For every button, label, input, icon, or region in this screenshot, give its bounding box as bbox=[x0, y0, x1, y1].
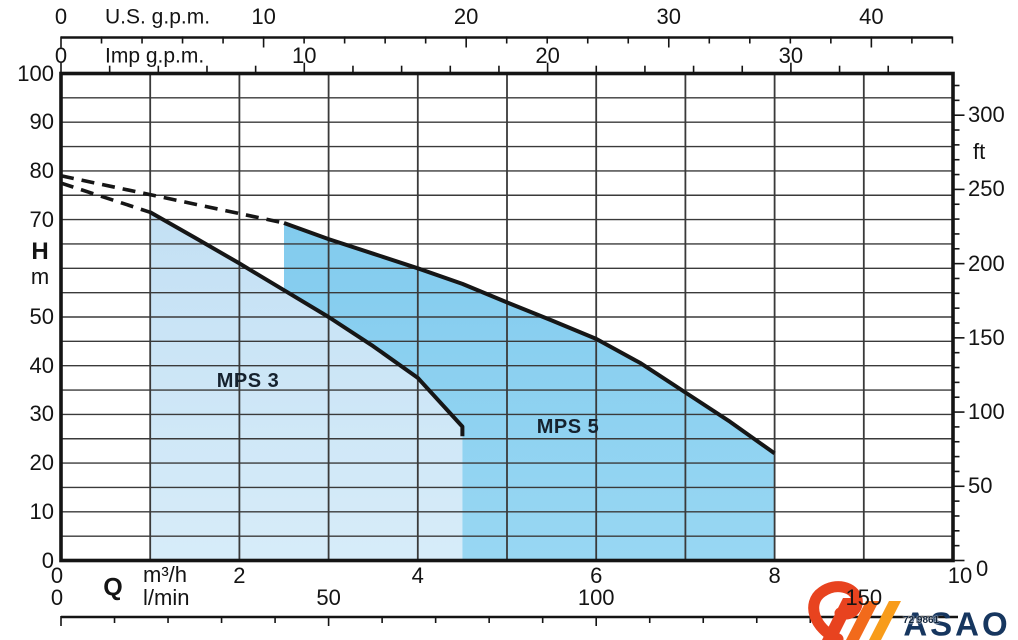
plot-border bbox=[59, 71, 955, 563]
head-ft-tick-label: 250 bbox=[968, 176, 1005, 202]
region-label-mps5: MPS 5 bbox=[536, 416, 600, 438]
us-gpm-axis-title: U.S. g.p.m. bbox=[105, 5, 211, 29]
us-gpm-tick-label: 40 bbox=[859, 4, 884, 29]
flow-axis-symbol: Q bbox=[103, 573, 123, 602]
mps5-region bbox=[284, 223, 775, 561]
imp-gpm-tick-label: 0 bbox=[54, 43, 68, 68]
head-axis-unit-m: m bbox=[30, 264, 50, 289]
us-gpm-ruler bbox=[60, 36, 954, 48]
head-ft-tick-label: 150 bbox=[968, 324, 1005, 350]
mps3-region bbox=[150, 212, 463, 561]
head-m-tick-label: 30 bbox=[29, 401, 54, 427]
flow-lmin-tick-label: 100 bbox=[577, 585, 615, 610]
flow-m3h-tick-label: 6 bbox=[590, 563, 603, 588]
head-ft-tick-label: 0 bbox=[976, 556, 989, 581]
logo-swoosh-icon bbox=[808, 581, 901, 640]
imp-gpm-tick-label: 20 bbox=[535, 43, 560, 68]
flow-axis-unit-lmin: l/min bbox=[143, 585, 190, 610]
curve-solid-mps3 bbox=[149, 210, 465, 437]
head-ft-tick-label: 50 bbox=[968, 473, 993, 499]
head-ft-tick-label: 300 bbox=[968, 102, 1005, 128]
us-gpm-tick-label: 0 bbox=[54, 4, 68, 29]
ft-ruler bbox=[952, 84, 965, 562]
flow-m3h-tick-label: 8 bbox=[768, 563, 781, 588]
head-m-tick-label: 80 bbox=[29, 157, 54, 183]
imp-gpm-axis-title: Imp g.p.m. bbox=[105, 44, 205, 68]
flow-axis-unit-m3h: m³/h bbox=[143, 562, 187, 587]
head-m-tick-label: 0 bbox=[41, 547, 54, 573]
logo-part-number: 72 9861 bbox=[903, 615, 940, 626]
flow-m3h-tick-label: 2 bbox=[233, 563, 246, 588]
curve-dashed-mps5 bbox=[60, 174, 285, 225]
flow-m3h-tick-label: 10 bbox=[947, 563, 973, 588]
curve-dashed-mps3 bbox=[60, 181, 151, 215]
flow-m3h-tick-label: 0 bbox=[50, 563, 64, 588]
flow-lmin-tick-label: 150 bbox=[845, 585, 883, 610]
head-m-tick-label: 50 bbox=[29, 304, 54, 329]
head-axis-symbol: H bbox=[31, 238, 49, 265]
region-label-mps3: MPS 3 bbox=[216, 370, 280, 392]
head-ft-tick-label: 200 bbox=[968, 250, 1005, 276]
imp-gpm-ruler bbox=[60, 62, 890, 73]
curve-solid-mps5 bbox=[283, 221, 776, 456]
flow-lmin-tick-label: 50 bbox=[316, 585, 341, 610]
head-ft-tick-label: 100 bbox=[968, 399, 1005, 425]
us-gpm-tick-label: 30 bbox=[656, 4, 682, 29]
us-gpm-tick-label: 10 bbox=[251, 4, 276, 29]
head-m-tick-label: 100 bbox=[17, 60, 54, 86]
flow-m3h-tick-label: 4 bbox=[411, 563, 424, 588]
head-m-tick-label: 90 bbox=[29, 109, 54, 135]
head-m-tick-label: 40 bbox=[29, 352, 54, 378]
grid bbox=[61, 73, 953, 561]
imp-gpm-tick-label: 10 bbox=[292, 43, 317, 68]
imp-gpm-tick-label: 30 bbox=[778, 43, 804, 68]
us-gpm-tick-label: 20 bbox=[453, 4, 479, 29]
logo-wordmark: ASAO bbox=[903, 605, 1011, 640]
head-m-tick-label: 10 bbox=[29, 498, 54, 524]
flow-lmin-tick-label: 0 bbox=[50, 585, 64, 610]
head-m-tick-label: 20 bbox=[29, 450, 54, 476]
head-m-tick-label: 70 bbox=[29, 206, 54, 232]
head-axis-unit-ft: ft bbox=[973, 139, 986, 164]
